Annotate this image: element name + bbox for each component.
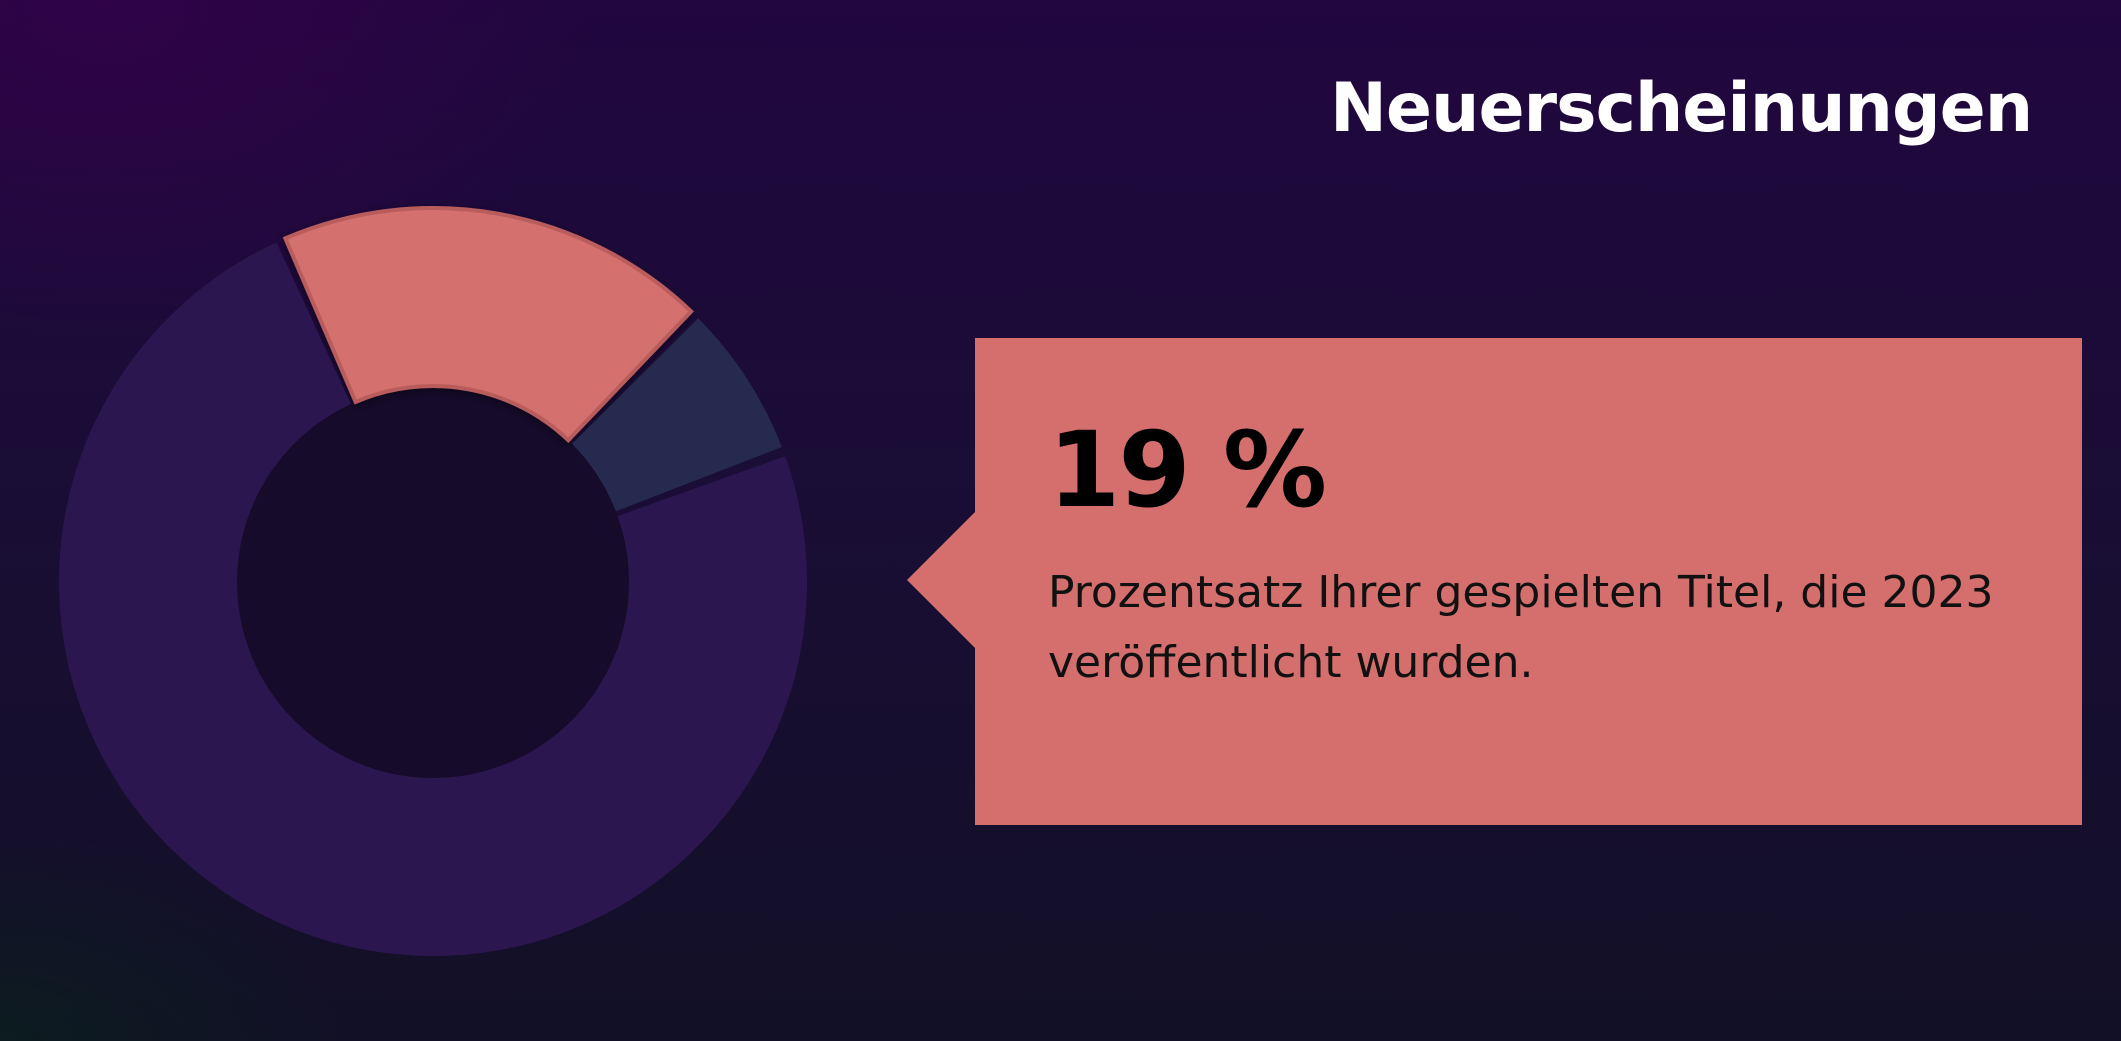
stat-description: Prozentsatz Ihrer gespielten Titel, die … [1048,567,1994,688]
page-title: Neuerscheinungen [1330,69,2033,148]
donut-chart [58,206,808,957]
stat-callout: 19 % Prozentsatz Ihrer gespielten Titel,… [907,338,2082,825]
donut-slice-2 [571,318,782,512]
stat-value: 19 % [1048,409,1327,531]
callout-pointer [907,512,975,648]
donut-slice-3 [58,242,808,957]
donut-slice-1 [282,206,694,444]
donut-slices [58,206,808,957]
donut-hole [237,386,629,778]
